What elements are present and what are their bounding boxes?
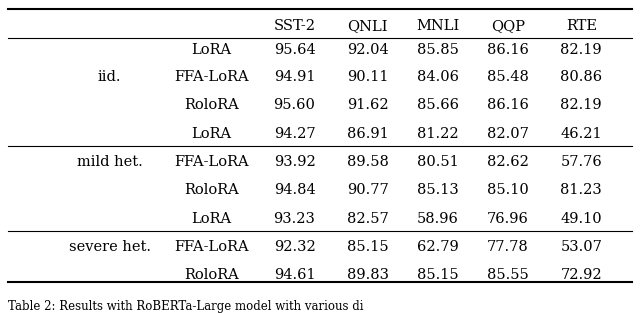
Text: 94.27: 94.27 <box>274 127 316 141</box>
Text: 85.15: 85.15 <box>347 240 388 254</box>
Text: 91.62: 91.62 <box>347 98 388 112</box>
Text: 85.66: 85.66 <box>417 98 459 112</box>
Text: 81.23: 81.23 <box>561 183 602 197</box>
Text: QQP: QQP <box>491 19 525 33</box>
Text: 94.84: 94.84 <box>274 183 316 197</box>
Text: 85.10: 85.10 <box>487 183 529 197</box>
Text: 82.62: 82.62 <box>487 155 529 169</box>
Text: 85.55: 85.55 <box>487 268 529 282</box>
Text: 76.96: 76.96 <box>487 212 529 226</box>
Text: 95.60: 95.60 <box>273 98 316 112</box>
Text: 84.06: 84.06 <box>417 70 459 85</box>
Text: 80.86: 80.86 <box>560 70 602 85</box>
Text: severe het.: severe het. <box>68 240 150 254</box>
Text: 94.61: 94.61 <box>274 268 316 282</box>
Text: SST-2: SST-2 <box>273 19 316 33</box>
Text: 82.19: 82.19 <box>561 98 602 112</box>
Text: 85.15: 85.15 <box>417 268 459 282</box>
Text: 95.64: 95.64 <box>274 43 316 57</box>
Text: 72.92: 72.92 <box>561 268 602 282</box>
Text: LoRA: LoRA <box>191 43 232 57</box>
Text: LoRA: LoRA <box>191 127 232 141</box>
Text: 86.16: 86.16 <box>487 43 529 57</box>
Text: Table 2: Results with RoBERTa-Large model with various di: Table 2: Results with RoBERTa-Large mode… <box>8 300 364 313</box>
Text: 82.57: 82.57 <box>347 212 388 226</box>
Text: 80.51: 80.51 <box>417 155 459 169</box>
Text: 62.79: 62.79 <box>417 240 459 254</box>
Text: LoRA: LoRA <box>191 212 232 226</box>
Text: 77.78: 77.78 <box>487 240 529 254</box>
Text: RoloRA: RoloRA <box>184 268 239 282</box>
Text: 86.16: 86.16 <box>487 98 529 112</box>
Text: 57.76: 57.76 <box>561 155 602 169</box>
Text: FFA-LoRA: FFA-LoRA <box>174 70 249 85</box>
Text: MNLI: MNLI <box>416 19 460 33</box>
Text: 94.91: 94.91 <box>274 70 316 85</box>
Text: RoloRA: RoloRA <box>184 98 239 112</box>
Text: 90.77: 90.77 <box>347 183 388 197</box>
Text: 92.04: 92.04 <box>347 43 388 57</box>
Text: FFA-LoRA: FFA-LoRA <box>174 155 249 169</box>
Text: 90.11: 90.11 <box>347 70 388 85</box>
Text: iid.: iid. <box>98 70 122 85</box>
Text: RoloRA: RoloRA <box>184 183 239 197</box>
Text: 53.07: 53.07 <box>561 240 602 254</box>
Text: RTE: RTE <box>566 19 596 33</box>
Text: 86.91: 86.91 <box>347 127 388 141</box>
Text: 93.92: 93.92 <box>274 155 316 169</box>
Text: 85.48: 85.48 <box>487 70 529 85</box>
Text: QNLI: QNLI <box>348 19 388 33</box>
Text: 58.96: 58.96 <box>417 212 459 226</box>
Text: 82.19: 82.19 <box>561 43 602 57</box>
Text: 82.07: 82.07 <box>487 127 529 141</box>
Text: 92.32: 92.32 <box>274 240 316 254</box>
Text: mild het.: mild het. <box>77 155 143 169</box>
Text: FFA-LoRA: FFA-LoRA <box>174 240 249 254</box>
Text: 81.22: 81.22 <box>417 127 459 141</box>
Text: 46.21: 46.21 <box>561 127 602 141</box>
Text: 49.10: 49.10 <box>561 212 602 226</box>
Text: 89.58: 89.58 <box>347 155 388 169</box>
Text: 85.85: 85.85 <box>417 43 459 57</box>
Text: 93.23: 93.23 <box>273 212 316 226</box>
Text: 85.13: 85.13 <box>417 183 459 197</box>
Text: 89.83: 89.83 <box>347 268 388 282</box>
